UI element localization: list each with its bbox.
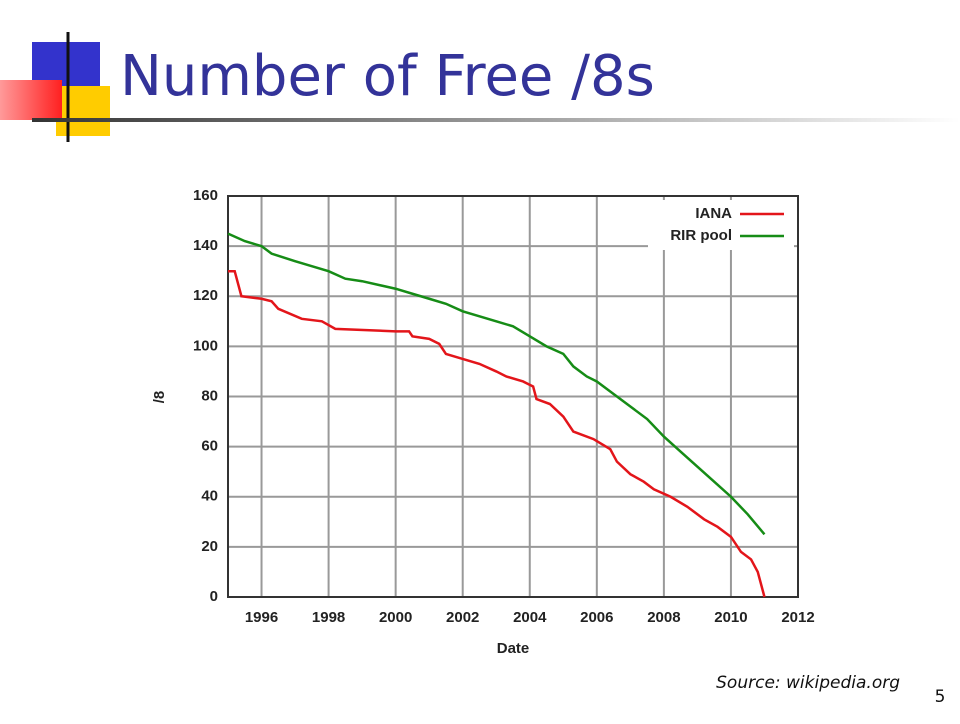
x-axis-label: Date <box>497 640 530 657</box>
x-tick-label: 2000 <box>379 609 412 626</box>
series-line <box>227 232 766 536</box>
legend-label: RIR pool <box>670 227 732 244</box>
title-rule <box>32 118 960 122</box>
y-tick-label: 120 <box>193 287 218 304</box>
y-tick-label: 20 <box>201 538 218 555</box>
x-tick-label: 1998 <box>312 609 345 626</box>
y-tick-label: 100 <box>193 337 218 354</box>
y-tick-label: 140 <box>193 237 218 254</box>
deco-red <box>0 80 62 120</box>
y-tick-label: 60 <box>201 438 218 455</box>
y-tick-label: 40 <box>201 488 218 505</box>
plot-frame <box>227 195 799 598</box>
y-tick-label: 160 <box>193 187 218 204</box>
source: Source: wikipedia.org <box>716 673 900 693</box>
x-tick-label: 2012 <box>781 609 814 626</box>
x-tick-label: 2006 <box>580 609 613 626</box>
legend-label: IANA <box>695 205 732 222</box>
x-tick-label: 1996 <box>245 609 278 626</box>
y-axis-label: /8 <box>151 391 168 404</box>
series-line <box>228 269 766 598</box>
y-tick-label: 0 <box>210 588 218 605</box>
page-number: 5 <box>935 687 946 707</box>
x-tick-label: 2004 <box>513 609 547 626</box>
y-tick-label: 80 <box>201 387 218 404</box>
x-tick-label: 2008 <box>647 609 680 626</box>
deco-yellow <box>56 86 110 136</box>
x-tick-label: 2010 <box>714 609 747 626</box>
slide-title: Number of Free /8s <box>120 44 655 109</box>
x-tick-label: 2002 <box>446 609 479 626</box>
legend-box <box>648 200 794 250</box>
